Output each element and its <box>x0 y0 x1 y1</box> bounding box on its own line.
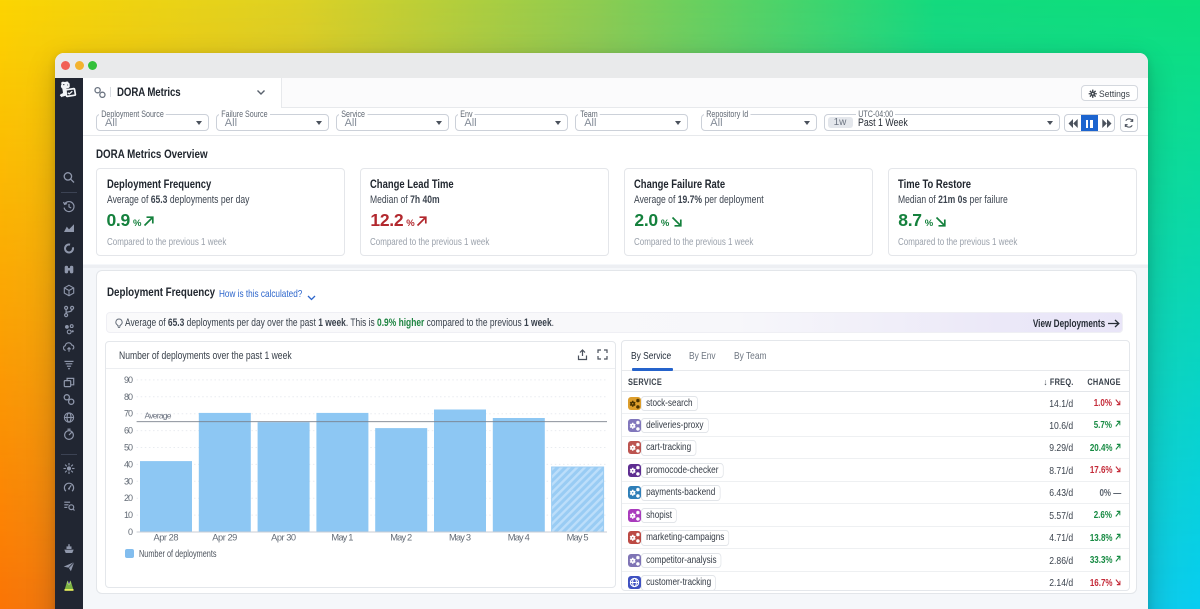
svg-text:May 4: May 4 <box>508 532 530 542</box>
svg-text:Average: Average <box>144 410 171 420</box>
svg-text:May 5: May 5 <box>567 532 589 542</box>
svg-text:90: 90 <box>124 374 133 384</box>
svg-text:Apr 29: Apr 29 <box>212 532 237 542</box>
svg-text:60: 60 <box>124 425 133 435</box>
svg-text:May 3: May 3 <box>449 532 471 542</box>
svg-text:Apr 28: Apr 28 <box>153 532 178 542</box>
svg-text:50: 50 <box>124 442 133 452</box>
svg-text:May 2: May 2 <box>390 532 412 542</box>
svg-text:30: 30 <box>124 476 133 486</box>
svg-text:40: 40 <box>124 459 133 469</box>
svg-text:10: 10 <box>124 510 133 520</box>
svg-text:80: 80 <box>124 391 133 401</box>
svg-text:0: 0 <box>128 527 133 537</box>
svg-text:May 1: May 1 <box>331 532 353 542</box>
svg-text:Apr 30: Apr 30 <box>271 532 296 542</box>
svg-text:20: 20 <box>124 493 133 503</box>
svg-text:70: 70 <box>124 408 133 418</box>
